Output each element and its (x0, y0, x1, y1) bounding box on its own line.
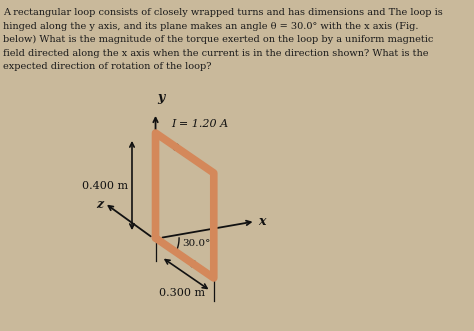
Text: z: z (96, 199, 103, 212)
Text: x: x (258, 215, 265, 228)
Text: field directed along the x axis when the current is in the direction shown? What: field directed along the x axis when the… (3, 49, 429, 58)
Text: A rectangular loop consists of closely wrapped turns and has dimensions and The : A rectangular loop consists of closely w… (3, 8, 443, 17)
Text: I = 1.20 A: I = 1.20 A (171, 119, 228, 129)
Text: below) What is the magnitude of the torque exerted on the loop by a uniform magn: below) What is the magnitude of the torq… (3, 35, 434, 44)
Text: 30.0°: 30.0° (182, 239, 211, 248)
Text: 0.400 m: 0.400 m (82, 180, 128, 191)
Text: 0.300 m: 0.300 m (159, 288, 205, 298)
Text: expected direction of rotation of the loop?: expected direction of rotation of the lo… (3, 62, 212, 71)
Text: y: y (157, 91, 164, 104)
Text: hinged along the y axis, and its plane makes an angle θ = 30.0° with the x axis : hinged along the y axis, and its plane m… (3, 22, 419, 31)
